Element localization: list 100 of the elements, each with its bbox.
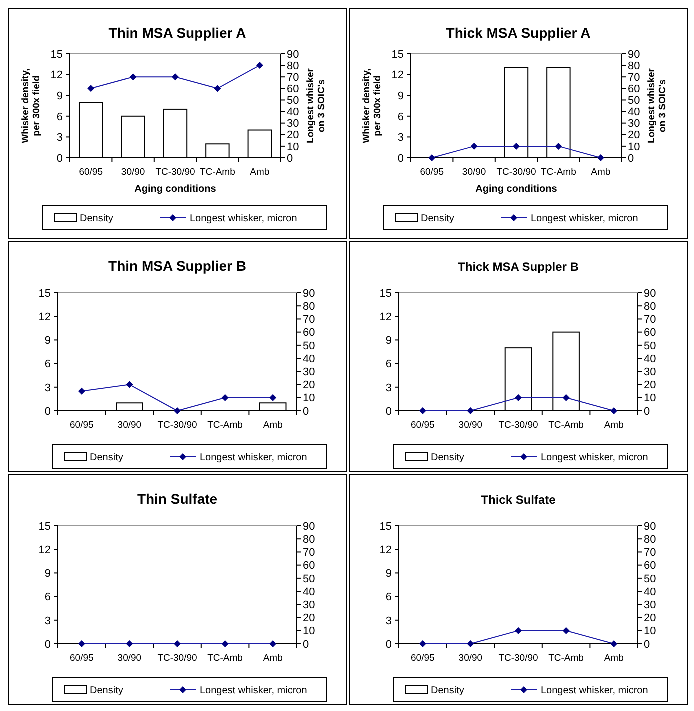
- y-tick-label: 9: [44, 335, 51, 348]
- y2-tick-label: 50: [303, 573, 316, 586]
- chart-title: Thick MSA Suppler B: [458, 260, 580, 274]
- x-tick-label: 60/95: [420, 167, 444, 178]
- y-tick-label: 9: [386, 335, 392, 348]
- point: [214, 85, 222, 92]
- y-tick-label: 12: [380, 544, 392, 556]
- y-tick-label: 3: [386, 615, 392, 628]
- x-tick-label: 30/90: [118, 653, 142, 664]
- x-tick-label: 60/95: [79, 167, 103, 178]
- y2-tick-label: 80: [303, 300, 316, 313]
- y2-tick-label: 60: [303, 327, 316, 340]
- y-tick-label: 6: [386, 592, 392, 604]
- y-tick-label: 3: [398, 132, 404, 144]
- chart-title: Thick MSA Supplier A: [446, 25, 591, 41]
- x-tick-label: 30/90: [121, 167, 146, 178]
- y2-tick-label: 10: [287, 141, 300, 154]
- y2-tick-label: 70: [628, 72, 640, 84]
- y-tick-label: 0: [386, 406, 392, 418]
- y2-tick-label: 90: [628, 48, 640, 61]
- x-axis-title: Aging conditions: [476, 184, 558, 195]
- y2-tick-label: 0: [303, 406, 310, 418]
- legend-label: Density: [421, 214, 454, 224]
- point: [256, 62, 264, 70]
- y-tick-label: 15: [38, 520, 51, 533]
- y-axis-title: Whisker density, per 300x field: [362, 68, 384, 144]
- point: [172, 74, 179, 81]
- y2-tick-label: 30: [303, 600, 316, 612]
- y2-tick-label: 40: [644, 353, 656, 366]
- y2-tick-label: 30: [628, 118, 640, 130]
- legend-label: Longest whisker, micron: [531, 214, 638, 224]
- y2-tick-label: 30: [644, 366, 656, 379]
- y-tick-label: 12: [380, 311, 392, 324]
- y-tick-label: 0: [44, 406, 51, 418]
- y-tick-label: 9: [56, 90, 63, 102]
- y2-tick-label: 50: [644, 340, 656, 352]
- legend-label: Longest whisker, micron: [541, 686, 648, 696]
- y2-axis-title: Longest whisker on 3 SOIC's: [646, 68, 668, 144]
- y-tick-label: 3: [44, 615, 51, 628]
- y2-tick-label: 70: [644, 314, 656, 326]
- y2-tick-label: 0: [287, 152, 294, 165]
- y2-tick-label: 80: [644, 300, 656, 313]
- y2-tick-label: 60: [287, 84, 300, 96]
- x-tick-label: TC-Amb: [200, 167, 236, 178]
- y2-tick-label: 30: [644, 600, 656, 612]
- y2-tick-label: 90: [303, 520, 316, 533]
- legend-label: Density: [80, 214, 114, 224]
- x-tick-label: 60/95: [70, 653, 94, 664]
- legend-label: Density: [431, 686, 464, 696]
- x-tick-label: 60/95: [411, 420, 435, 431]
- x-tick-label: Amb: [263, 420, 283, 431]
- y2-tick-label: 20: [303, 380, 316, 392]
- y2-axis-title: Longest whisker on 3 SOIC's: [306, 68, 328, 144]
- y2-tick-label: 30: [287, 118, 300, 130]
- y2-tick-label: 50: [287, 95, 300, 108]
- point: [126, 381, 134, 388]
- y2-tick-label: 40: [287, 106, 300, 119]
- y2-tick-label: 90: [644, 520, 656, 533]
- y-tick-label: 0: [386, 638, 392, 651]
- legend-label: Density: [90, 452, 124, 464]
- point: [88, 85, 95, 92]
- x-tick-label: 60/95: [70, 420, 94, 431]
- y-tick-label: 12: [50, 70, 63, 82]
- x-axis-title: Aging conditions: [134, 184, 217, 195]
- y-tick-label: 9: [44, 568, 51, 580]
- x-tick-label: 30/90: [458, 420, 483, 431]
- y2-tick-label: 90: [303, 288, 316, 300]
- x-tick-label: TC-30/90: [498, 420, 538, 431]
- x-tick-label: TC-30/90: [496, 167, 536, 178]
- y2-tick-label: 60: [628, 84, 640, 96]
- y2-tick-label: 10: [644, 392, 656, 405]
- point: [174, 408, 181, 414]
- y2-tick-label: 50: [303, 340, 316, 352]
- x-tick-label: TC-Amb: [541, 167, 576, 178]
- y2-tick-label: 20: [644, 612, 656, 625]
- legend-label: Density: [90, 686, 124, 696]
- y-tick-label: 9: [398, 90, 404, 102]
- x-tick-label: TC-30/90: [156, 167, 196, 178]
- y-tick-label: 0: [44, 638, 51, 651]
- y-tick-label: 15: [392, 48, 404, 61]
- x-tick-label: TC-Amb: [208, 420, 243, 431]
- y2-tick-label: 50: [644, 573, 656, 586]
- y-tick-label: 12: [38, 311, 51, 324]
- x-tick-label: TC-30/90: [158, 653, 198, 664]
- y2-tick-label: 10: [644, 626, 656, 638]
- chart-title: Thin MSA Supplier B: [108, 258, 246, 274]
- y2-tick-label: 20: [287, 130, 300, 142]
- x-tick-label: 30/90: [458, 653, 483, 664]
- y2-tick-label: 70: [644, 547, 656, 560]
- y2-tick-label: 60: [644, 327, 656, 340]
- y2-tick-label: 10: [303, 392, 316, 405]
- y2-tick-label: 60: [644, 560, 656, 572]
- point: [222, 394, 229, 402]
- legend-label: Longest whisker, micron: [200, 452, 308, 464]
- x-tick-label: Amb: [263, 653, 283, 664]
- y2-tick-label: 40: [303, 353, 316, 366]
- y2-tick-label: 80: [628, 60, 640, 72]
- point: [78, 388, 86, 395]
- x-tick-label: Amb: [250, 167, 270, 178]
- y-tick-label: 3: [386, 382, 392, 394]
